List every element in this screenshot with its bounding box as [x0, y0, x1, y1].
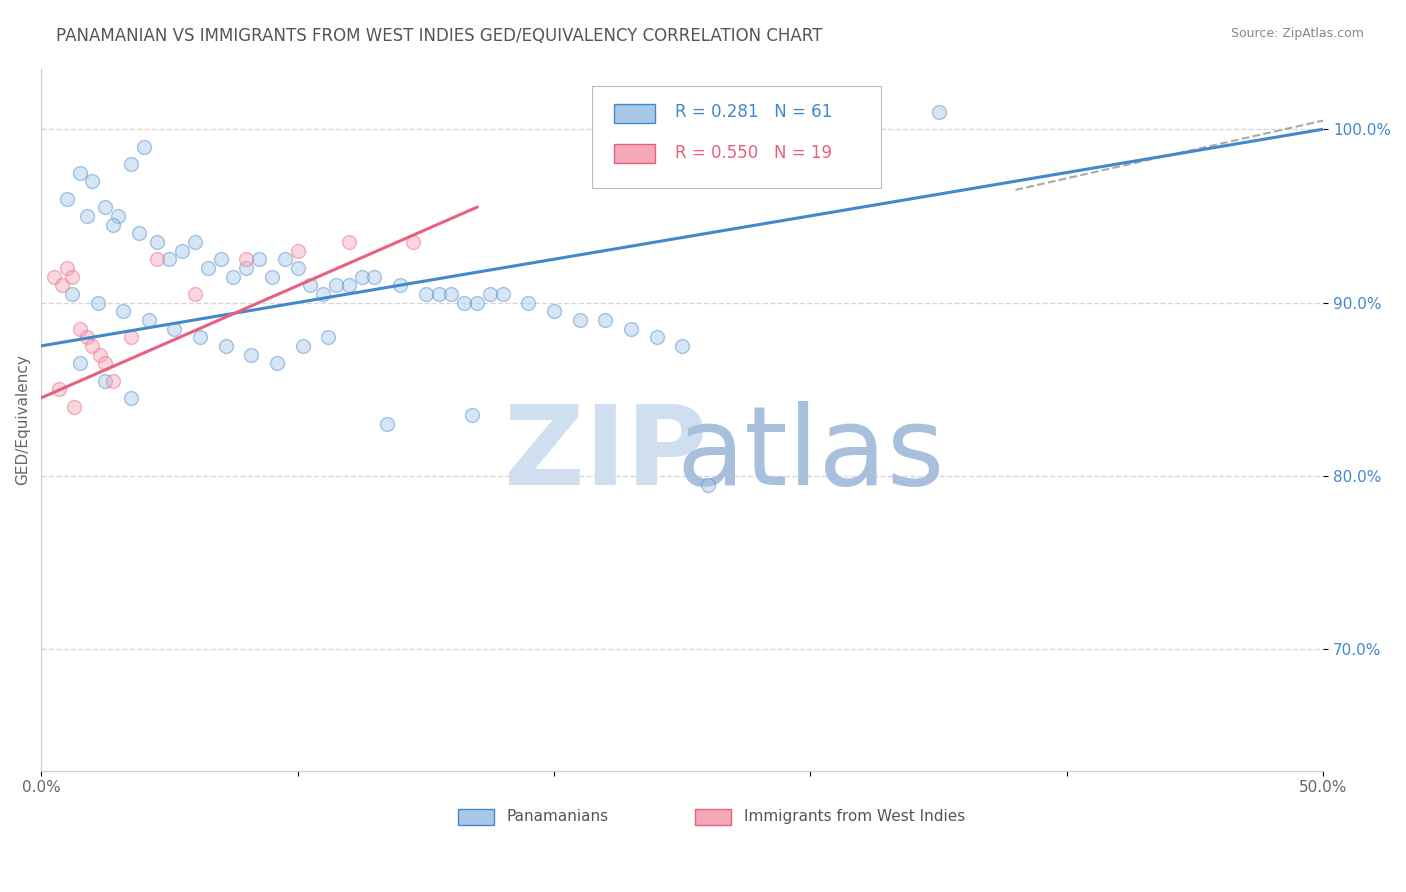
- Point: [145, 252, 167, 267]
- Point: [42, 269, 65, 284]
- Point: [260, 269, 283, 284]
- Point: [517, 295, 540, 310]
- FancyBboxPatch shape: [614, 103, 655, 123]
- Point: [215, 339, 238, 353]
- Point: [48, 382, 70, 396]
- Point: [138, 313, 160, 327]
- Text: Immigrants from West Indies: Immigrants from West Indies: [744, 809, 965, 823]
- Point: [645, 330, 668, 344]
- Point: [299, 278, 322, 293]
- Point: [69, 165, 91, 179]
- Point: [593, 313, 616, 327]
- Point: [120, 330, 142, 344]
- Point: [287, 260, 309, 275]
- Point: [350, 269, 373, 284]
- Point: [240, 347, 263, 361]
- Point: [465, 295, 488, 310]
- Point: [86, 295, 108, 310]
- Point: [363, 269, 385, 284]
- Point: [101, 374, 124, 388]
- Point: [69, 321, 91, 335]
- Point: [389, 278, 412, 293]
- Text: Source: ZipAtlas.com: Source: ZipAtlas.com: [1230, 27, 1364, 40]
- Point: [325, 278, 347, 293]
- Point: [94, 374, 117, 388]
- Point: [120, 391, 142, 405]
- Point: [55, 192, 77, 206]
- Point: [461, 408, 484, 422]
- Point: [312, 286, 335, 301]
- Point: [51, 278, 73, 293]
- Text: ZIP: ZIP: [503, 401, 707, 508]
- Point: [76, 330, 98, 344]
- Point: [222, 269, 245, 284]
- Point: [76, 209, 98, 223]
- Point: [235, 260, 257, 275]
- Point: [337, 235, 360, 249]
- Point: [120, 157, 142, 171]
- Point: [928, 104, 950, 119]
- Point: [318, 330, 340, 344]
- Point: [94, 356, 117, 370]
- Point: [375, 417, 398, 431]
- Point: [568, 313, 591, 327]
- Text: R = 0.550   N = 19: R = 0.550 N = 19: [675, 144, 831, 161]
- FancyBboxPatch shape: [614, 144, 655, 163]
- Point: [94, 200, 117, 214]
- Point: [620, 321, 643, 335]
- Point: [60, 269, 83, 284]
- Point: [107, 209, 129, 223]
- Point: [402, 235, 425, 249]
- Point: [274, 252, 297, 267]
- FancyBboxPatch shape: [458, 809, 494, 824]
- Point: [145, 235, 167, 249]
- Point: [112, 304, 135, 318]
- Text: Panamanians: Panamanians: [506, 809, 609, 823]
- Point: [128, 226, 150, 240]
- Point: [287, 244, 309, 258]
- Text: atlas: atlas: [676, 401, 945, 508]
- Point: [55, 260, 77, 275]
- Point: [247, 252, 270, 267]
- Point: [184, 235, 207, 249]
- Point: [453, 295, 475, 310]
- Point: [337, 278, 360, 293]
- Point: [82, 339, 104, 353]
- Point: [69, 356, 91, 370]
- Point: [101, 218, 124, 232]
- Point: [63, 400, 86, 414]
- Point: [415, 286, 437, 301]
- Point: [543, 304, 565, 318]
- Text: R = 0.281   N = 61: R = 0.281 N = 61: [675, 103, 832, 121]
- Point: [427, 286, 450, 301]
- Point: [671, 339, 693, 353]
- Point: [89, 347, 111, 361]
- FancyBboxPatch shape: [592, 86, 882, 188]
- Y-axis label: GED/Equivalency: GED/Equivalency: [15, 354, 30, 485]
- Point: [184, 286, 207, 301]
- Point: [188, 330, 211, 344]
- Point: [266, 356, 288, 370]
- Text: PANAMANIAN VS IMMIGRANTS FROM WEST INDIES GED/EQUIVALENCY CORRELATION CHART: PANAMANIAN VS IMMIGRANTS FROM WEST INDIE…: [56, 27, 823, 45]
- Point: [157, 252, 180, 267]
- Point: [440, 286, 463, 301]
- Point: [209, 252, 232, 267]
- Point: [163, 321, 186, 335]
- Point: [132, 139, 155, 153]
- Point: [197, 260, 219, 275]
- Point: [696, 477, 718, 491]
- FancyBboxPatch shape: [695, 809, 731, 824]
- Point: [60, 286, 83, 301]
- Point: [291, 339, 314, 353]
- Point: [478, 286, 501, 301]
- Point: [82, 174, 104, 188]
- Point: [492, 286, 515, 301]
- Point: [172, 244, 194, 258]
- Point: [235, 252, 257, 267]
